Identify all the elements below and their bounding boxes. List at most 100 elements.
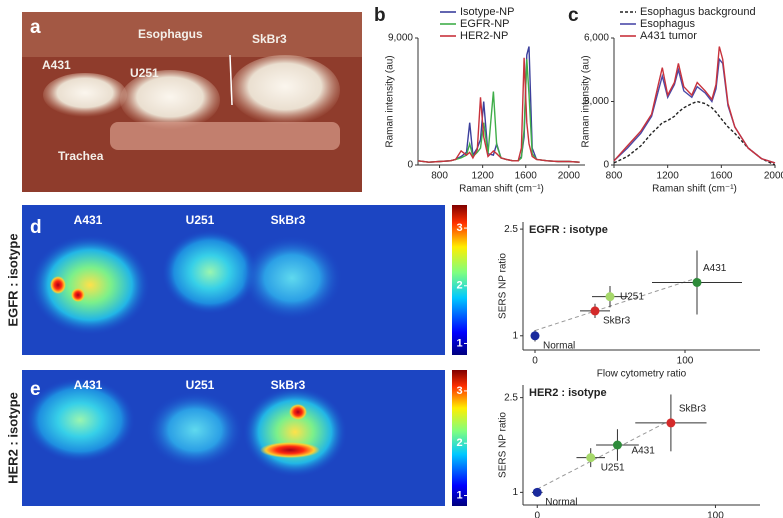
- chart-title: EGFR : isotype: [529, 224, 608, 236]
- point-label: SkBr3: [603, 316, 631, 327]
- y-tick-label: 1: [512, 487, 518, 498]
- point: [666, 418, 676, 428]
- photo-label: SkBr3: [252, 32, 287, 46]
- x-tick-label: 0: [532, 356, 538, 367]
- point: [532, 487, 542, 497]
- trendline: [534, 277, 698, 332]
- sample-label: A431: [74, 378, 103, 392]
- x-tick-label: 2000: [558, 171, 581, 182]
- photo-label: Trachea: [58, 149, 104, 163]
- sample-label: SkBr3: [271, 213, 306, 227]
- panel-letter: c: [568, 5, 579, 26]
- map-blob: [162, 230, 258, 314]
- series-line: [613, 46, 776, 164]
- colorbar-label: 1: [456, 489, 462, 501]
- tissue: [230, 55, 340, 125]
- x-tick-label: 1600: [710, 171, 733, 182]
- panel-letter: d: [30, 217, 42, 238]
- x-axis-label: Flow cytometry ratio: [597, 369, 687, 380]
- y-tick-label: 2.5: [504, 392, 518, 403]
- row-label: EGFR : isotype: [5, 233, 20, 326]
- y-axis-label: Raman intensity (au): [385, 55, 396, 147]
- map-spot: [289, 404, 307, 420]
- x-tick-label: 800: [606, 171, 623, 182]
- point: [590, 306, 600, 316]
- chart-title: HER2 : isotype: [529, 387, 607, 399]
- point-label: SkBr3: [679, 404, 707, 415]
- map-spot: [71, 288, 85, 302]
- tissue: [120, 70, 220, 130]
- point: [605, 292, 615, 302]
- map-blob: [147, 392, 243, 468]
- photo-label: Esophagus: [138, 27, 203, 41]
- x-tick-label: 2000: [764, 171, 783, 182]
- colorbar-label: 1: [456, 337, 462, 349]
- point-label: A431: [631, 446, 655, 457]
- point: [692, 277, 702, 287]
- y-tick-label: 0: [407, 160, 413, 171]
- photo-label: U251: [130, 66, 159, 80]
- x-tick-label: 100: [707, 511, 724, 518]
- point: [586, 453, 596, 463]
- x-tick-label: 800: [431, 171, 448, 182]
- x-tick-label: 1600: [515, 171, 538, 182]
- y-axis-label: SERS NP ratio: [498, 253, 509, 319]
- heatmap-d: [22, 205, 445, 355]
- tissue: [43, 73, 127, 117]
- series-line: [417, 59, 580, 163]
- colorbar: [452, 370, 467, 506]
- point: [530, 331, 540, 341]
- x-tick-label: 100: [677, 356, 694, 367]
- point-label: Normal: [545, 497, 577, 508]
- heatmap-e: [22, 370, 445, 506]
- sample-label: A431: [74, 213, 103, 227]
- y-tick-label: 1: [512, 330, 518, 341]
- map-spot: [260, 442, 320, 458]
- x-tick-label: 1200: [657, 171, 680, 182]
- series-line: [613, 57, 776, 164]
- y-tick-label: 9,000: [388, 33, 413, 44]
- point-label: A431: [703, 263, 727, 274]
- y-tick-label: 3,000: [584, 96, 609, 107]
- series-line: [417, 46, 580, 163]
- panel-letter: e: [30, 379, 41, 400]
- trachea: [110, 122, 340, 150]
- colorbar-label: 2: [456, 280, 462, 292]
- legend-label: Esophagus background: [640, 6, 756, 18]
- map-blob: [30, 235, 150, 335]
- legend-label: A431 tumor: [640, 30, 697, 42]
- sample-label: U251: [186, 213, 215, 227]
- y-axis-label: Raman intensity (au): [581, 55, 592, 147]
- point-label: U251: [601, 462, 625, 473]
- x-tick-label: 1200: [472, 171, 495, 182]
- colorbar-label: 3: [456, 385, 462, 397]
- x-axis-label: Raman shift (cm⁻¹): [652, 184, 737, 195]
- legend-label: Isotype-NP: [460, 6, 514, 18]
- colorbar-label: 2: [456, 437, 462, 449]
- map-spot: [50, 276, 66, 294]
- colorbar-label: 3: [456, 222, 462, 234]
- photo: [22, 12, 362, 192]
- point-label: Normal: [543, 340, 575, 351]
- legend-label: EGFR-NP: [460, 18, 510, 30]
- panel-letter: a: [30, 17, 41, 38]
- colorbar: [452, 205, 467, 355]
- panel-letter: b: [374, 5, 386, 26]
- sample-label: U251: [186, 378, 215, 392]
- point-label: U251: [620, 291, 644, 302]
- x-tick-label: 0: [534, 511, 540, 518]
- sample-label: SkBr3: [271, 378, 306, 392]
- legend-label: Esophagus: [640, 18, 696, 30]
- x-axis-label: Raman shift (cm⁻¹): [459, 184, 544, 195]
- y-tick-label: 6,000: [584, 33, 609, 44]
- point: [612, 440, 622, 450]
- y-tick-label: 2.5: [504, 224, 518, 235]
- y-axis-label: SERS NP ratio: [498, 412, 509, 478]
- y-tick-label: 0: [603, 160, 609, 171]
- photo-label: A431: [42, 58, 71, 72]
- map-blob: [243, 387, 347, 477]
- arrow: [229, 54, 233, 106]
- map-blob: [25, 378, 135, 462]
- series-line: [417, 57, 580, 163]
